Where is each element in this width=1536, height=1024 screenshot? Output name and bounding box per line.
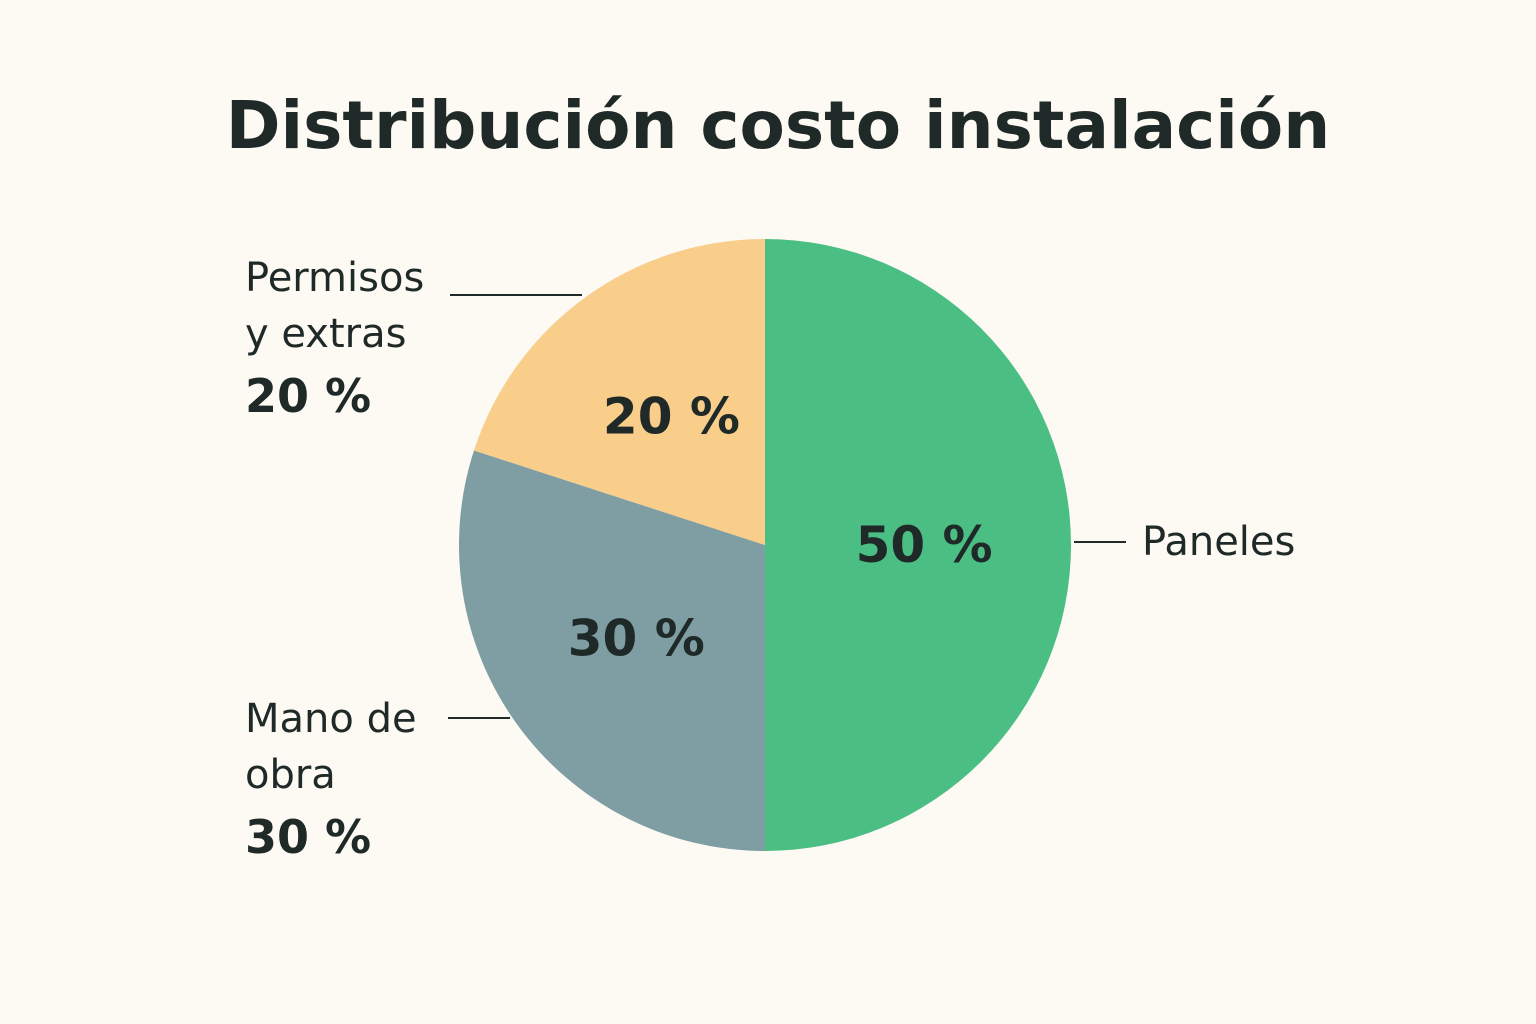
legend-pct-permisos: 20 %	[245, 369, 371, 423]
slice-value-label-permisos-y-extras: 20 %	[603, 387, 740, 445]
chart-title: Distribución costo instalación	[226, 87, 1331, 164]
legend-label-paneles: Paneles	[1142, 519, 1295, 565]
pie-slice-labels: 50 % 30 % 20 %	[568, 387, 993, 667]
legend-label-permisos-line1: Permisos	[245, 255, 424, 301]
slice-value-label-mano-de-obra: 30 %	[568, 610, 705, 668]
legend-label-mano-de-obra-line1: Mano de	[245, 696, 417, 742]
slice-value-label-paneles: 50 %	[856, 516, 993, 574]
pie-slice-mano-de-obra	[458, 450, 765, 851]
legend-label-permisos-line2: y extras	[245, 311, 406, 357]
pie-slices	[458, 238, 1071, 851]
pie-slice-permisos-y-extras	[473, 238, 765, 545]
pie-slice-paneles	[765, 239, 1071, 851]
legend-label-mano-de-obra-line2: obra	[245, 752, 336, 798]
legend-pct-mano-de-obra: 30 %	[245, 810, 371, 864]
